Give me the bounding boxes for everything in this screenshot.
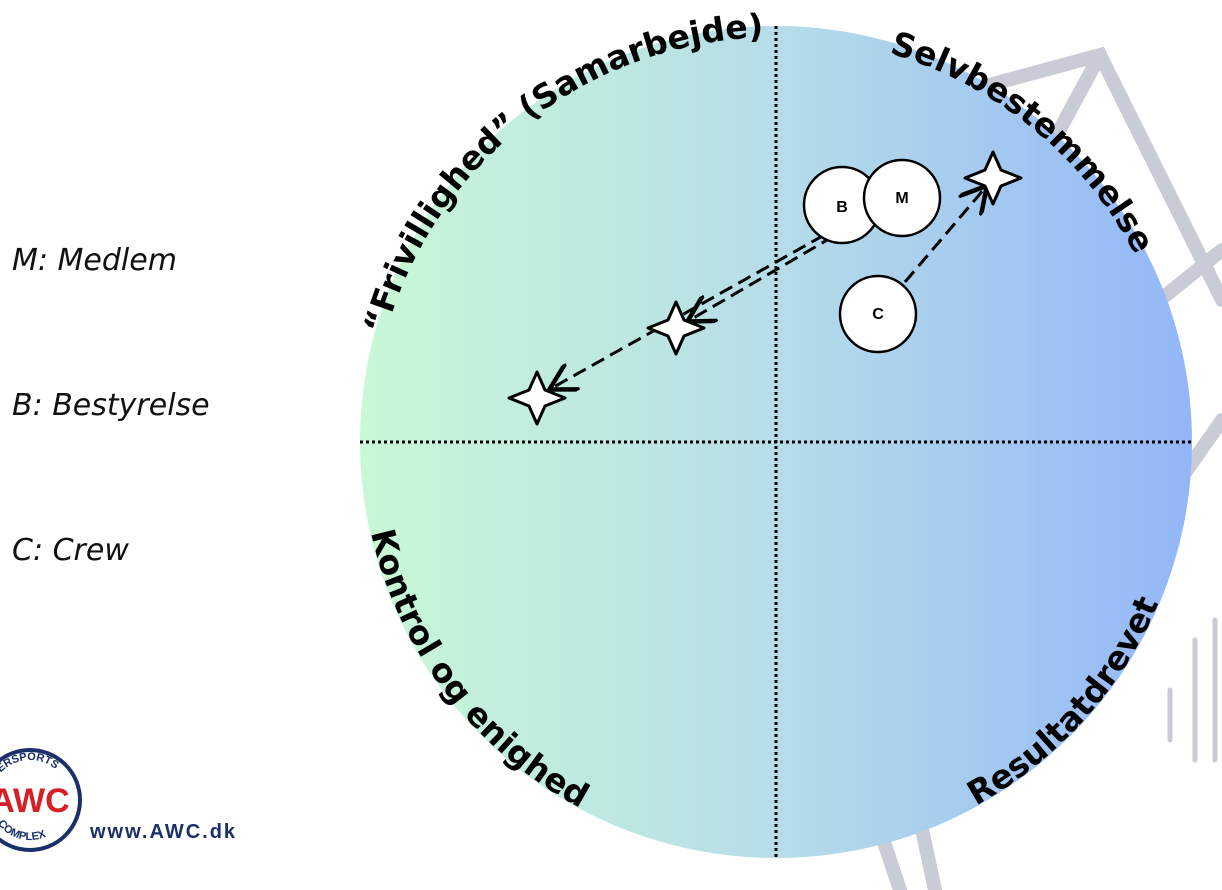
- node-label: M: [895, 190, 908, 207]
- diagram: “Frivillighed” (Samarbejde) Selvbestemme…: [0, 0, 1222, 890]
- legend-item: M: Medlem: [12, 243, 177, 278]
- legend-item: C: Crew: [12, 533, 129, 568]
- logo-url: www.AWC.dk: [89, 821, 237, 843]
- logo: WATERSPORTS COMPLEX AWC www.AWC.dk: [0, 750, 237, 850]
- node: C: [840, 276, 916, 352]
- logo-mark: AWC: [0, 782, 70, 820]
- node-label: B: [836, 199, 848, 216]
- legend-item: B: Bestyrelse: [12, 388, 210, 423]
- node: M: [864, 160, 940, 236]
- node-label: C: [872, 306, 884, 323]
- logo-ring: COMPLEX: [0, 818, 48, 843]
